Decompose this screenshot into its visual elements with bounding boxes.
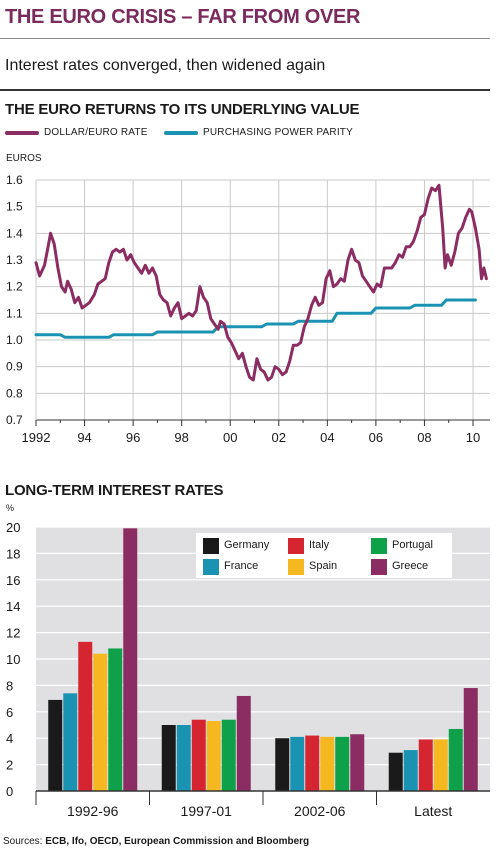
bar-greece-2002-06 — [350, 734, 365, 791]
legend-label-dollar-euro: DOLLAR/EURO RATE — [44, 127, 148, 138]
legend-label-ppp: PURCHASING POWER PARITY — [203, 127, 353, 138]
bar-france-1997-01 — [176, 725, 191, 791]
bar-germany-latest — [388, 752, 403, 791]
bar-ytick-label: 20 — [6, 520, 20, 535]
line-ytick-label: 0.9 — [6, 360, 23, 374]
series-line-dollar-euro — [34, 183, 488, 382]
bar-portugal-1997-01 — [221, 719, 236, 791]
bar-italy-1992-96 — [78, 641, 93, 791]
sources-note: Sources: ECB, Ifo, OECD, European Commis… — [3, 836, 309, 847]
legend-label-italy: Italy — [309, 539, 330, 551]
line-chart-title: THE EURO RETURNS TO ITS UNDERLYING VALUE — [5, 101, 360, 118]
bar-ytick-label: 6 — [6, 705, 13, 720]
legend-swatch-ppp — [164, 131, 198, 135]
line-ytick-label: 1.3 — [6, 253, 23, 267]
legend-swatch-portugal — [371, 538, 387, 554]
bar-france-latest — [403, 750, 418, 791]
series-line-ppp — [34, 298, 477, 339]
bar-spain-1997-01 — [206, 721, 221, 791]
legend-swatch-italy — [288, 538, 304, 554]
bar-greece-latest — [463, 688, 478, 791]
bar-italy-1997-01 — [191, 719, 206, 791]
line-xtick-label: 04 — [320, 430, 334, 445]
line-ytick-label: 1.0 — [6, 333, 23, 347]
legend-swatch-dollar-euro — [5, 131, 39, 135]
bar-portugal-2002-06 — [335, 736, 350, 791]
bar-ytick-label: 2 — [6, 758, 13, 773]
bar-category-label: 2002-06 — [294, 803, 346, 819]
bar-ytick-label: 10 — [6, 652, 20, 667]
bar-portugal-latest — [448, 728, 463, 791]
bar-italy-latest — [418, 739, 433, 791]
bar-germany-2002-06 — [275, 738, 290, 791]
title-divider — [0, 38, 490, 39]
bar-germany-1997-01 — [161, 725, 176, 791]
bar-ytick-label: 8 — [6, 678, 13, 693]
line-ytick-label: 0.7 — [6, 413, 23, 427]
bar-portugal-1992-96 — [108, 648, 123, 791]
bar-ytick-label: 0 — [6, 784, 13, 799]
bar-ytick-label: 18 — [6, 546, 20, 561]
bar-greece-1992-96 — [123, 528, 138, 791]
legend-swatch-greece — [371, 559, 387, 575]
legend-label-portugal: Portugal — [392, 539, 433, 551]
bar-chart-legend: Germany France Italy Spain Portugal Gree… — [196, 533, 452, 578]
line-xtick-label: 06 — [369, 430, 383, 445]
bar-spain-2002-06 — [320, 736, 335, 791]
line-ytick-label: 1.1 — [6, 306, 23, 320]
line-xtick-label: 94 — [77, 430, 91, 445]
line-xtick-label: 10 — [466, 430, 480, 445]
page-title: THE EURO CRISIS – FAR FROM OVER — [5, 6, 361, 28]
legend-swatch-germany — [203, 538, 219, 554]
line-xtick-label: 96 — [126, 430, 140, 445]
page-subtitle: Interest rates converged, then widened a… — [5, 57, 326, 74]
bar-ytick-label: 4 — [6, 731, 13, 746]
bar-ytick-label: 12 — [6, 626, 20, 641]
legend-label-spain: Spain — [309, 560, 338, 572]
bar-category-label: 1992-96 — [67, 803, 119, 819]
sources-text: ECB, Ifo, OECD, European Commission and … — [45, 836, 310, 847]
bar-spain-1992-96 — [93, 653, 108, 791]
legend-label-france: France — [224, 560, 259, 572]
bar-italy-2002-06 — [305, 735, 320, 791]
bar-chart-ylabel: % — [6, 503, 15, 513]
line-xtick-label: 02 — [272, 430, 286, 445]
bar-chart-title: LONG-TERM INTEREST RATES — [5, 482, 224, 499]
bar-category-label: 1997-01 — [181, 803, 233, 819]
line-xtick-label: 00 — [223, 430, 237, 445]
legend-label-germany: Germany — [224, 539, 270, 551]
line-xtick-label: 98 — [174, 430, 188, 445]
sources-prefix: Sources: — [3, 836, 46, 847]
bar-germany-1992-96 — [48, 699, 63, 791]
legend-swatch-spain — [288, 559, 304, 575]
legend-swatch-france — [203, 559, 219, 575]
line-xtick-label: 08 — [417, 430, 431, 445]
line-ytick-label: 1.6 — [6, 173, 23, 187]
line-xtick-label: 1992 — [22, 430, 51, 445]
bar-ytick-label: 14 — [6, 599, 20, 614]
bar-category-label: Latest — [414, 803, 452, 819]
line-ytick-label: 0.8 — [6, 386, 23, 400]
bar-greece-1997-01 — [236, 695, 251, 791]
bar-ytick-label: 16 — [6, 573, 20, 588]
subtitle-divider — [0, 89, 490, 91]
bar-france-2002-06 — [290, 736, 305, 791]
line-ytick-label: 1.4 — [6, 226, 23, 240]
line-ytick-label: 1.2 — [6, 280, 23, 294]
line-chart-ylabel: EUROS — [6, 153, 42, 164]
bar-spain-latest — [433, 739, 448, 791]
line-plot-area — [36, 180, 490, 420]
line-ytick-label: 1.5 — [6, 200, 23, 214]
bar-france-1992-96 — [63, 693, 78, 791]
legend-label-greece: Greece — [392, 560, 429, 572]
